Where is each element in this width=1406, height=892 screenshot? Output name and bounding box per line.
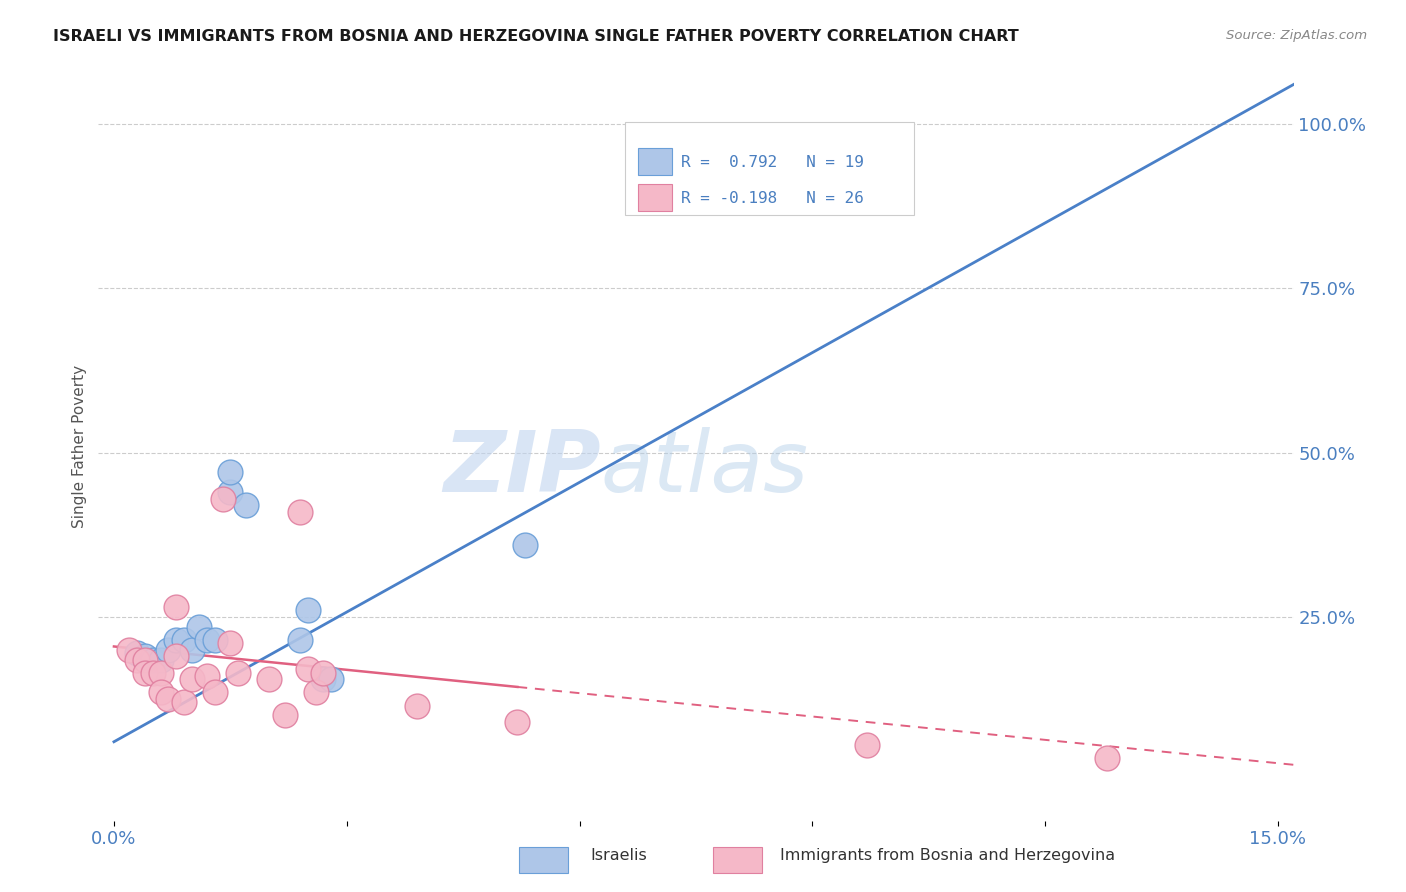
Point (226, 665, 249, 680)
Point (297, 663, 319, 677)
Point (305, 685, 328, 699)
Point (173, 632, 195, 647)
Point (134, 652, 156, 666)
Point (257, 673, 280, 687)
Point (855, 738, 877, 752)
Point (204, 685, 226, 699)
Text: Israelis: Israelis (591, 848, 647, 863)
Text: Source: ZipAtlas.com: Source: ZipAtlas.com (1226, 29, 1367, 42)
Point (142, 652, 165, 666)
Point (173, 695, 195, 709)
Text: atlas: atlas (600, 427, 808, 510)
Point (134, 649, 156, 664)
Text: Immigrants from Bosnia and Herzegovina: Immigrants from Bosnia and Herzegovina (780, 848, 1115, 863)
Point (127, 646, 149, 660)
Point (219, 465, 242, 479)
Point (297, 603, 319, 617)
Point (211, 491, 233, 506)
Point (506, 714, 529, 729)
Point (219, 636, 242, 650)
Point (165, 649, 187, 664)
Text: R = -0.198   N = 26: R = -0.198 N = 26 (682, 191, 865, 206)
Point (149, 685, 172, 699)
Point (157, 642, 180, 657)
Point (127, 652, 149, 666)
Point (134, 665, 156, 680)
Point (290, 632, 312, 647)
Text: ISRAELI VS IMMIGRANTS FROM BOSNIA AND HERZEGOVINA SINGLE FATHER POVERTY CORRELAT: ISRAELI VS IMMIGRANTS FROM BOSNIA AND HE… (53, 29, 1019, 44)
Point (515, 538, 537, 552)
Point (188, 620, 211, 634)
Point (312, 673, 335, 687)
Point (180, 642, 202, 657)
Point (321, 673, 343, 687)
Point (405, 698, 427, 713)
Point (219, 485, 242, 500)
Point (142, 665, 165, 680)
Text: ZIP: ZIP (443, 427, 600, 510)
Point (1097, 751, 1119, 765)
Point (195, 669, 218, 683)
Point (273, 708, 295, 723)
Point (817, 136, 839, 151)
Point (149, 665, 172, 680)
Point (204, 632, 226, 647)
Text: R =  0.792   N = 19: R = 0.792 N = 19 (682, 155, 865, 170)
Point (290, 505, 312, 519)
Point (165, 600, 187, 615)
Point (118, 642, 141, 657)
Y-axis label: Single Father Poverty: Single Father Poverty (72, 365, 87, 527)
Point (180, 673, 202, 687)
Point (312, 665, 335, 680)
Point (195, 632, 218, 647)
Point (149, 652, 172, 666)
Point (165, 632, 187, 647)
Point (157, 692, 180, 706)
Point (235, 498, 257, 512)
